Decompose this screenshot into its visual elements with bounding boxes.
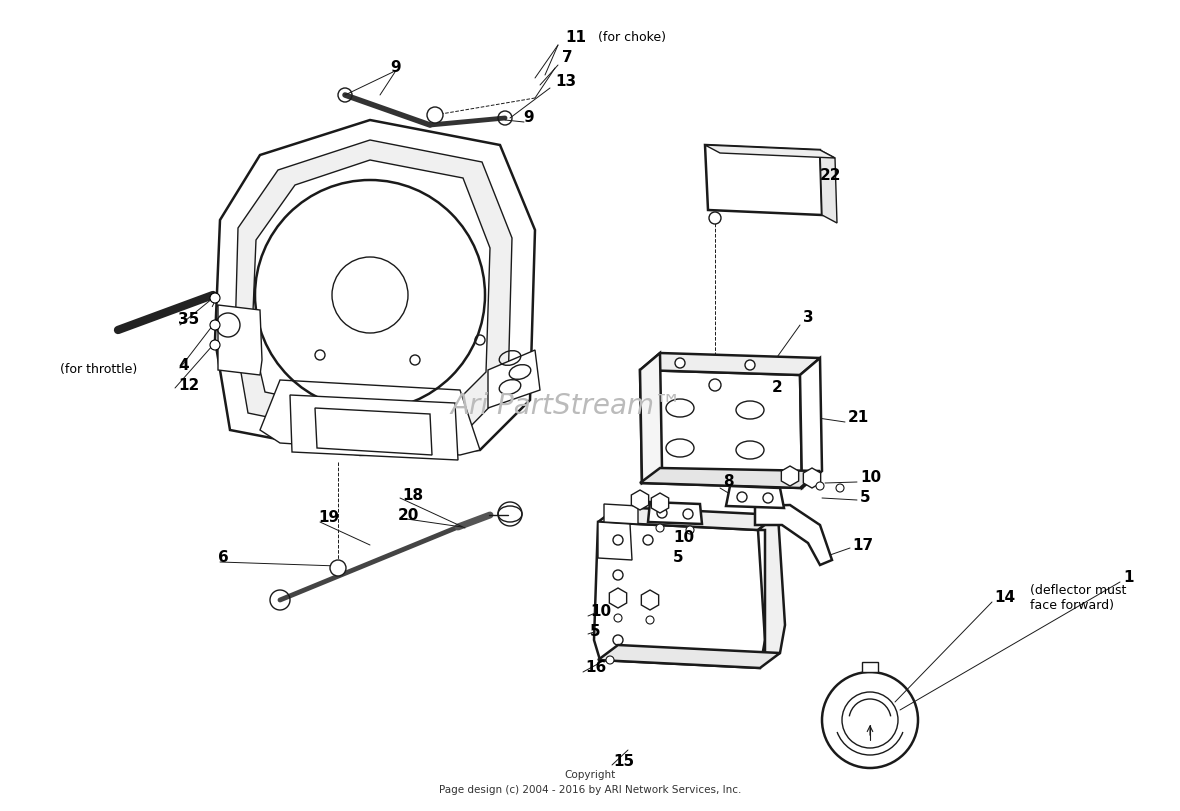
Circle shape xyxy=(607,656,614,664)
Polygon shape xyxy=(609,588,627,608)
Polygon shape xyxy=(631,490,649,510)
Text: 3: 3 xyxy=(804,311,814,325)
Text: 10: 10 xyxy=(673,530,694,546)
Circle shape xyxy=(210,340,219,350)
Circle shape xyxy=(210,293,219,303)
Text: 2: 2 xyxy=(772,380,782,396)
Polygon shape xyxy=(235,140,512,436)
Circle shape xyxy=(686,526,694,534)
Text: Copyright
Page design (c) 2004 - 2016 by ARI Network Services, Inc.: Copyright Page design (c) 2004 - 2016 by… xyxy=(439,770,741,795)
Text: 15: 15 xyxy=(612,754,634,770)
Text: 5: 5 xyxy=(673,550,683,564)
Circle shape xyxy=(817,482,824,490)
Circle shape xyxy=(709,212,721,224)
Polygon shape xyxy=(640,353,820,375)
Polygon shape xyxy=(215,120,535,455)
Polygon shape xyxy=(598,522,632,560)
Circle shape xyxy=(427,107,442,123)
Circle shape xyxy=(745,360,755,370)
Polygon shape xyxy=(704,145,822,215)
Text: 18: 18 xyxy=(402,487,424,503)
Text: 1: 1 xyxy=(1123,570,1134,586)
Text: 22: 22 xyxy=(820,168,841,182)
Text: 9: 9 xyxy=(523,110,533,126)
Text: 14: 14 xyxy=(994,590,1015,606)
Circle shape xyxy=(614,614,622,622)
Circle shape xyxy=(835,484,844,492)
Text: Ari PartStream™: Ari PartStream™ xyxy=(451,392,682,419)
Text: 6: 6 xyxy=(218,551,229,565)
Text: 10: 10 xyxy=(860,470,881,486)
Polygon shape xyxy=(604,504,638,524)
Text: 9: 9 xyxy=(391,61,401,75)
Polygon shape xyxy=(640,468,820,488)
Polygon shape xyxy=(253,160,490,412)
Circle shape xyxy=(330,560,346,576)
Polygon shape xyxy=(642,590,658,610)
Text: 17: 17 xyxy=(852,538,873,552)
Polygon shape xyxy=(726,486,784,508)
Circle shape xyxy=(645,616,654,624)
Text: (for throttle): (for throttle) xyxy=(60,363,137,376)
Polygon shape xyxy=(598,507,778,530)
Polygon shape xyxy=(640,370,802,488)
Polygon shape xyxy=(863,662,878,672)
Polygon shape xyxy=(489,350,540,408)
Text: 5: 5 xyxy=(860,490,871,504)
Circle shape xyxy=(709,379,721,391)
Polygon shape xyxy=(804,468,820,488)
Polygon shape xyxy=(758,515,785,660)
Polygon shape xyxy=(598,645,780,668)
Circle shape xyxy=(210,320,219,330)
Text: 19: 19 xyxy=(317,510,339,526)
Polygon shape xyxy=(704,145,835,158)
Text: (deflector must
face forward): (deflector must face forward) xyxy=(1030,584,1127,612)
Text: 35: 35 xyxy=(178,312,199,328)
Polygon shape xyxy=(651,493,669,513)
Polygon shape xyxy=(820,150,837,223)
Text: 7: 7 xyxy=(562,50,572,66)
Text: 12: 12 xyxy=(178,377,199,393)
Text: 8: 8 xyxy=(723,474,734,490)
Text: 20: 20 xyxy=(398,508,419,522)
Text: 16: 16 xyxy=(585,660,607,676)
Text: 5: 5 xyxy=(590,624,601,638)
Polygon shape xyxy=(755,505,832,565)
Text: 4: 4 xyxy=(178,358,189,372)
Polygon shape xyxy=(800,358,822,488)
Polygon shape xyxy=(260,380,480,455)
Text: 10: 10 xyxy=(590,604,611,620)
Polygon shape xyxy=(640,353,662,483)
Text: (for choke): (for choke) xyxy=(598,32,666,45)
Polygon shape xyxy=(218,305,262,375)
Polygon shape xyxy=(594,522,765,668)
Text: 13: 13 xyxy=(555,75,576,89)
Circle shape xyxy=(675,358,686,368)
Circle shape xyxy=(656,524,664,532)
Text: 21: 21 xyxy=(848,410,870,426)
Polygon shape xyxy=(290,395,458,460)
Text: 11: 11 xyxy=(565,31,586,45)
Polygon shape xyxy=(648,502,702,524)
Polygon shape xyxy=(781,466,799,486)
Polygon shape xyxy=(315,408,432,455)
